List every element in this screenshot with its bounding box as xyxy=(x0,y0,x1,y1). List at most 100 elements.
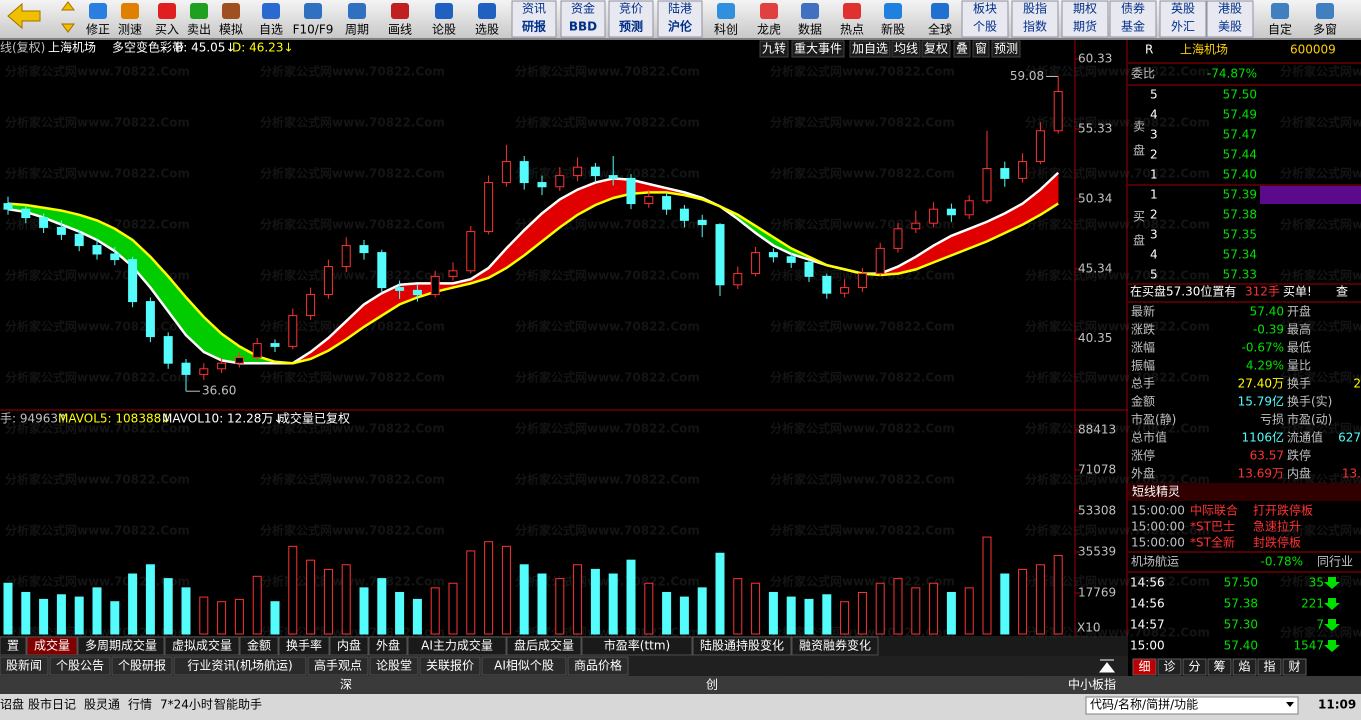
status-item[interactable]: 行情 xyxy=(128,698,152,712)
toolbar-icon[interactable] xyxy=(222,3,240,19)
toolbar-icon[interactable] xyxy=(391,3,409,19)
quote-tab[interactable] xyxy=(1157,658,1182,676)
info-tab[interactable] xyxy=(173,656,307,676)
toolbar-button[interactable]: 龙虎 xyxy=(757,23,781,37)
toolbar-button[interactable]: 预测 xyxy=(619,19,643,34)
info-tab[interactable] xyxy=(111,656,173,676)
indicator-tab[interactable] xyxy=(26,636,78,656)
chart-button[interactable] xyxy=(759,40,789,58)
toolbar-button[interactable]: 沪伦 xyxy=(668,19,693,34)
toolbar-pair-box[interactable] xyxy=(1011,0,1059,38)
toolbar-button[interactable]: 周期 xyxy=(345,23,369,37)
toolbar-button[interactable]: 板块 xyxy=(973,2,997,16)
toolbar-button[interactable]: 新股 xyxy=(881,22,905,37)
toolbar-button[interactable]: 期权 xyxy=(1073,2,1097,16)
chart-button[interactable] xyxy=(953,40,971,58)
toolbar-button[interactable]: 指数 xyxy=(1023,19,1047,34)
index-label[interactable]: 深 xyxy=(340,678,352,692)
quote-tab[interactable] xyxy=(1282,658,1307,676)
chart-button-label[interactable]: 加自选 xyxy=(852,42,888,56)
info-tab[interactable] xyxy=(369,656,419,676)
toolbar-button[interactable]: 科创 xyxy=(714,23,738,37)
toolbar-button[interactable]: 陆港 xyxy=(668,1,692,16)
indicator-tab[interactable] xyxy=(0,636,27,656)
toolbar-button[interactable]: 期货 xyxy=(1073,19,1097,34)
toolbar-button[interactable]: 自选 xyxy=(259,23,283,37)
indicator-tab[interactable] xyxy=(506,636,582,656)
toolbar-icon[interactable] xyxy=(1271,3,1289,19)
quote-tab[interactable] xyxy=(1207,658,1232,676)
chart-button[interactable] xyxy=(791,40,845,58)
chart-button[interactable] xyxy=(991,40,1021,58)
quote-tab[interactable] xyxy=(1182,658,1207,676)
search-dropdown[interactable] xyxy=(1286,702,1294,707)
info-tab[interactable] xyxy=(307,656,369,676)
index-label[interactable]: 创 xyxy=(706,678,718,692)
chart-button-label[interactable]: 九转 xyxy=(762,41,786,56)
status-item[interactable]: 诏盘 xyxy=(0,697,24,712)
indicator-tab-label[interactable]: 外盘 xyxy=(376,638,400,653)
toolbar-pair-box[interactable] xyxy=(511,0,557,38)
quote-tab-label[interactable]: 指 xyxy=(1263,659,1275,674)
toolbar-button[interactable]: 选股 xyxy=(475,23,499,37)
indicator-tab[interactable] xyxy=(581,636,693,656)
toolbar-button[interactable]: 全球 xyxy=(928,22,952,37)
indicator-tab[interactable] xyxy=(329,636,369,656)
indicator-tab-label[interactable]: 内盘 xyxy=(337,638,361,653)
chart-button-label[interactable]: 叠 xyxy=(956,42,968,56)
quote-tab-label[interactable]: 筹 xyxy=(1213,660,1225,674)
toolbar-button[interactable]: 模拟 xyxy=(219,23,243,37)
chart-button[interactable] xyxy=(921,40,951,58)
toolbar-pair-box[interactable] xyxy=(1206,0,1254,38)
indicator-tab[interactable] xyxy=(791,636,879,656)
indicator-tab-label[interactable]: 融资融券变化 xyxy=(799,638,871,653)
toolbar-button[interactable]: 港股 xyxy=(1218,2,1242,16)
toolbar-icon[interactable] xyxy=(884,3,902,19)
toolbar-button[interactable]: 卖出 xyxy=(187,23,211,37)
toolbar-pair-box[interactable] xyxy=(961,0,1009,38)
toolbar-button[interactable]: 英股 xyxy=(1171,2,1195,16)
toolbar-button[interactable]: 外汇 xyxy=(1171,20,1195,34)
chart-button-label[interactable]: 复权 xyxy=(924,42,948,56)
quote-tab-label[interactable]: 焰 xyxy=(1238,659,1250,674)
sector-link[interactable]: 同行业 xyxy=(1317,555,1353,569)
toolbar-icon[interactable] xyxy=(304,3,322,19)
toolbar-button[interactable]: 基金 xyxy=(1121,19,1145,34)
indicator-tab[interactable] xyxy=(164,636,240,656)
toolbar-button[interactable]: 资讯 xyxy=(522,2,546,16)
indicator-tab-label[interactable]: 陆股通持股变化 xyxy=(700,638,784,653)
toolbar-icon[interactable] xyxy=(478,3,496,19)
toolbar-icon[interactable] xyxy=(262,3,280,19)
indicator-tab[interactable] xyxy=(239,636,279,656)
toolbar-icon[interactable] xyxy=(89,3,107,19)
toolbar-button[interactable]: 测速 xyxy=(118,23,142,37)
index-label[interactable]: 中小板指 xyxy=(1068,677,1116,692)
toolbar-icon[interactable] xyxy=(760,3,778,19)
search-placeholder[interactable]: 代码/名称/简拼/功能 xyxy=(1090,697,1198,712)
indicator-tab-label[interactable]: 市盈率(ttm) xyxy=(604,638,670,653)
toolbar-button[interactable]: 论股 xyxy=(432,23,456,37)
quote-tab[interactable] xyxy=(1232,658,1257,676)
chart-button-label[interactable]: 预测 xyxy=(994,42,1018,56)
scroll-top-icon[interactable] xyxy=(1098,659,1116,673)
toolbar-pair-box[interactable] xyxy=(1109,0,1157,38)
toolbar-button[interactable]: BBD xyxy=(569,20,597,34)
info-tab[interactable] xyxy=(419,656,481,676)
info-tab-label[interactable]: 个股研报 xyxy=(118,658,166,673)
scroll-arrows[interactable] xyxy=(61,1,75,33)
toolbar-pair-box[interactable] xyxy=(657,0,703,38)
indicator-tab-label[interactable]: 金额 xyxy=(247,638,271,653)
indicator-tab-label[interactable]: 虚拟成交量 xyxy=(172,638,232,653)
info-tab-label[interactable]: 商品价格 xyxy=(574,658,622,673)
toolbar-button[interactable]: 美股 xyxy=(1218,20,1242,34)
toolbar-button[interactable]: 竞价 xyxy=(619,2,643,16)
info-tab-label[interactable]: AI相似个股 xyxy=(494,659,554,673)
info-tab[interactable] xyxy=(49,656,111,676)
info-tab-label[interactable]: 行业资讯(机场航运) xyxy=(187,658,292,673)
search-box[interactable] xyxy=(1085,696,1299,715)
info-tab-label[interactable]: 论股堂 xyxy=(376,659,412,673)
indicator-tab-label[interactable]: 换手率 xyxy=(286,638,322,653)
status-item[interactable]: 股灵通 xyxy=(84,698,120,712)
toolbar-button[interactable]: F10/F9 xyxy=(293,23,334,37)
chart-button[interactable] xyxy=(972,40,990,58)
